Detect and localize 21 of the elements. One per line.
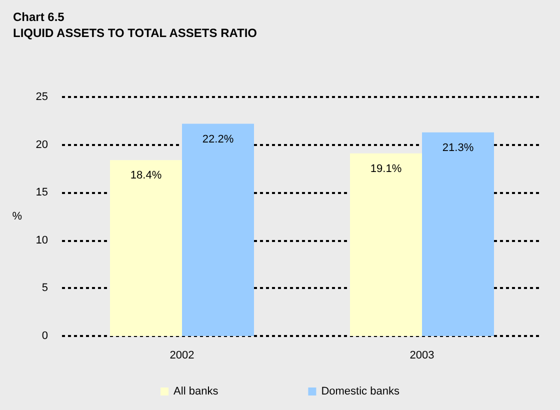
y-tick-label: 20 (36, 138, 48, 151)
bar (422, 132, 494, 336)
bar (110, 160, 182, 336)
x-tick-label: 2002 (170, 350, 194, 362)
y-tick-label: 10 (36, 234, 48, 246)
bar (182, 124, 254, 336)
legend-label: Domestic banks (321, 386, 400, 398)
y-tick-label: 5 (42, 282, 48, 294)
y-tick-label: 0 (42, 330, 48, 342)
chart-title: Chart 6.5 (13, 10, 65, 24)
bar (350, 153, 422, 336)
y-tick-label: 15 (36, 186, 48, 199)
data-label: 18.4% (130, 170, 162, 182)
data-label: 19.1% (370, 162, 402, 175)
chart-subtitle: LIQUID ASSETS TO TOTAL ASSETS RATIO (13, 26, 258, 40)
data-label: 21.3% (442, 142, 474, 154)
y-axis-title: % (12, 210, 22, 222)
data-label: 22.2% (202, 133, 234, 146)
y-tick-label: 25 (36, 91, 48, 103)
legend-label: All banks (174, 386, 219, 398)
x-tick-label: 2003 (410, 350, 434, 362)
